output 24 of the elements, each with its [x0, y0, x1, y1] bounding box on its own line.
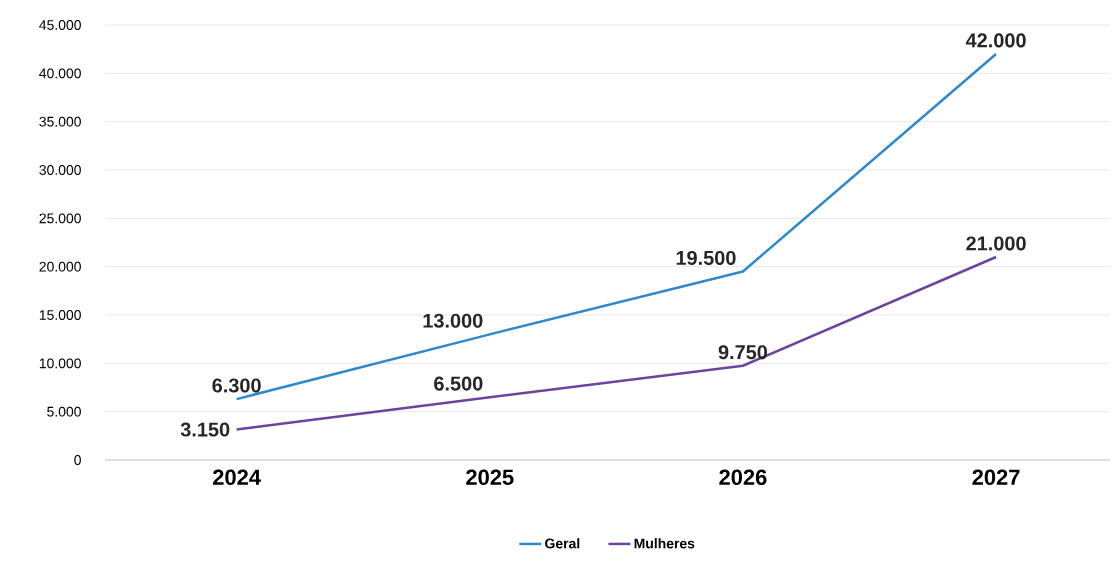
- data-label: 9.750: [718, 345, 768, 360]
- y-tick-label: 20.000: [39, 261, 81, 272]
- y-tick-label: 25.000: [39, 213, 81, 224]
- y-tick-label: 15.000: [39, 310, 81, 320]
- y-tick-label: 35.000: [39, 116, 81, 127]
- y-tick-label: 45.000: [39, 20, 81, 30]
- data-label: 3.150: [180, 422, 230, 437]
- y-tick-label: 5.000: [47, 406, 81, 417]
- data-label: 19.500: [676, 250, 736, 265]
- data-label: 6.500: [434, 376, 483, 391]
- y-tick-label: 30.000: [39, 165, 81, 175]
- x-tick-label: 2025: [466, 469, 514, 486]
- data-label: 6.300: [212, 378, 261, 393]
- data-label: 13.000: [423, 313, 483, 328]
- y-tick-label: 40.000: [39, 68, 81, 79]
- data-label: 42.000: [965, 33, 1026, 48]
- x-tick-label: 2026: [719, 469, 767, 486]
- y-tick-label: 0: [74, 455, 81, 465]
- data-label: 21.000: [966, 236, 1026, 251]
- legend-label: Geral: [545, 538, 580, 549]
- x-tick-label: 2027: [972, 469, 1020, 486]
- legend-label: Mulheres: [634, 538, 695, 549]
- x-tick-label: 2024: [213, 469, 261, 486]
- y-tick-label: 10.000: [39, 358, 81, 369]
